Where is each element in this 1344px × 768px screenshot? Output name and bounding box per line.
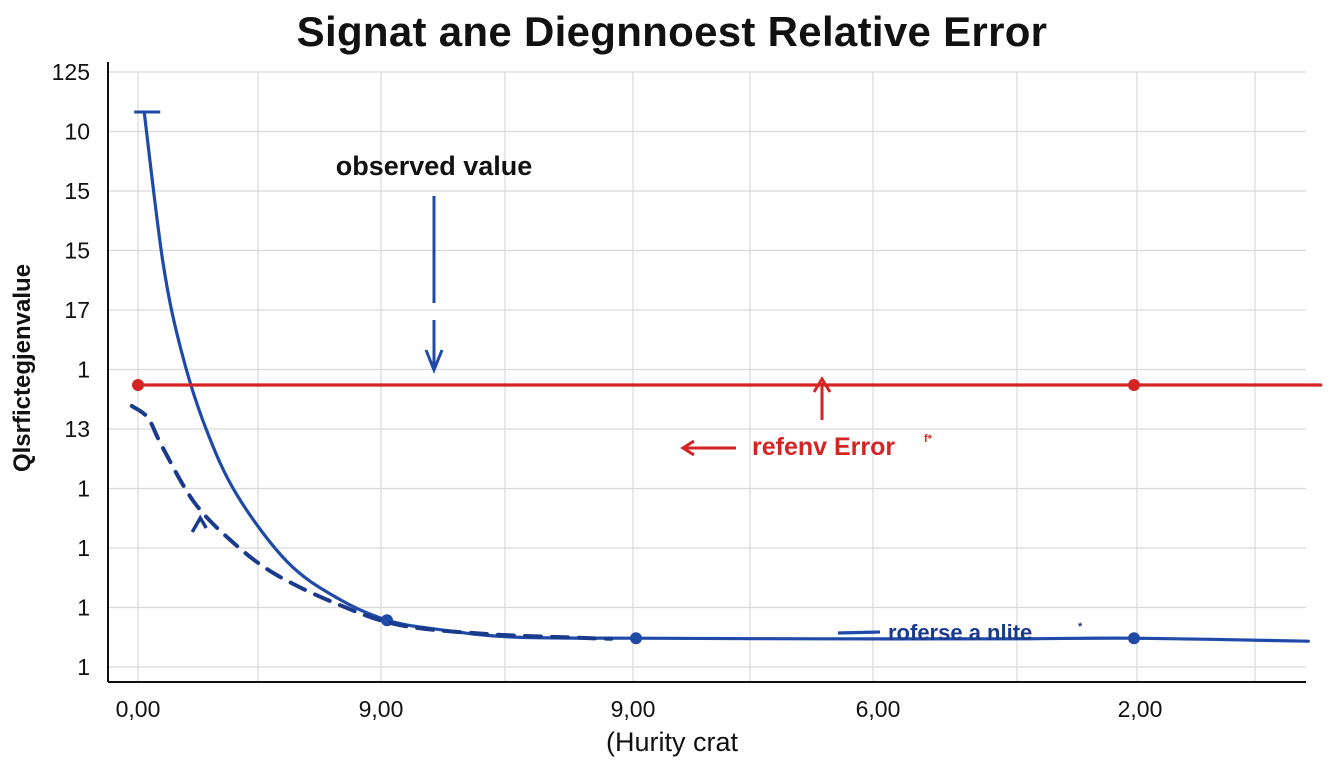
tick-labels: 125 10 15 15 17 1 13 1 1 1 1 0,00 9,00 9,00 6,00 2,00 (H… [9, 59, 1162, 757]
series-group [129, 110, 1323, 645]
x-tick-label: 6,00 [856, 696, 901, 722]
y-tick-label: 15 [64, 238, 90, 264]
y-tick-label: 1 [77, 654, 90, 680]
y-tick-label: 10 [64, 119, 90, 145]
reference-legend-line [837, 630, 881, 635]
y-tick-label: 13 [64, 416, 90, 442]
y-tick-label: 15 [64, 178, 90, 204]
y-tick-label: 125 [52, 59, 90, 85]
annotation-reference-error: refenv Error [752, 433, 895, 461]
series-point [630, 632, 642, 645]
series-point [1128, 632, 1140, 645]
x-tick-label: 2,00 [1118, 696, 1163, 722]
annotations: observed value refenv Error f* roferse a nl… [336, 151, 1083, 645]
series-point [132, 379, 144, 391]
y-tick-label: 1 [77, 595, 90, 621]
x-tick-label: 9,00 [359, 696, 404, 722]
x-tick-label: 0,00 [116, 696, 161, 722]
y-tick-label: 17 [64, 297, 90, 323]
annotation-reference-line-sup: * [1078, 621, 1083, 633]
dashed-curve-marker [190, 514, 208, 533]
annotation-observed-value: observed value [336, 151, 533, 181]
grid [108, 71, 1306, 682]
annotation-reference-line: roferse a nlite [888, 620, 1032, 645]
series-point [1128, 379, 1140, 391]
x-axis-label: (Hurity crat [606, 727, 739, 757]
observed-arrow-head [424, 349, 444, 375]
chart-title: Signat ane Diegnnoest Relative Error [296, 8, 1048, 55]
error-arrow-left-head [680, 439, 695, 457]
error-arrow-up-head [812, 376, 832, 393]
x-tick-label: 9,00 [611, 696, 656, 722]
annotation-reference-error-sup: f* [924, 433, 933, 445]
y-axis-label: Qlsrfictegjenvalue [9, 264, 36, 472]
axes [107, 62, 1306, 683]
y-tick-label: 1 [77, 357, 90, 383]
y-tick-label: 1 [77, 476, 90, 502]
y-tick-label: 1 [77, 535, 90, 561]
